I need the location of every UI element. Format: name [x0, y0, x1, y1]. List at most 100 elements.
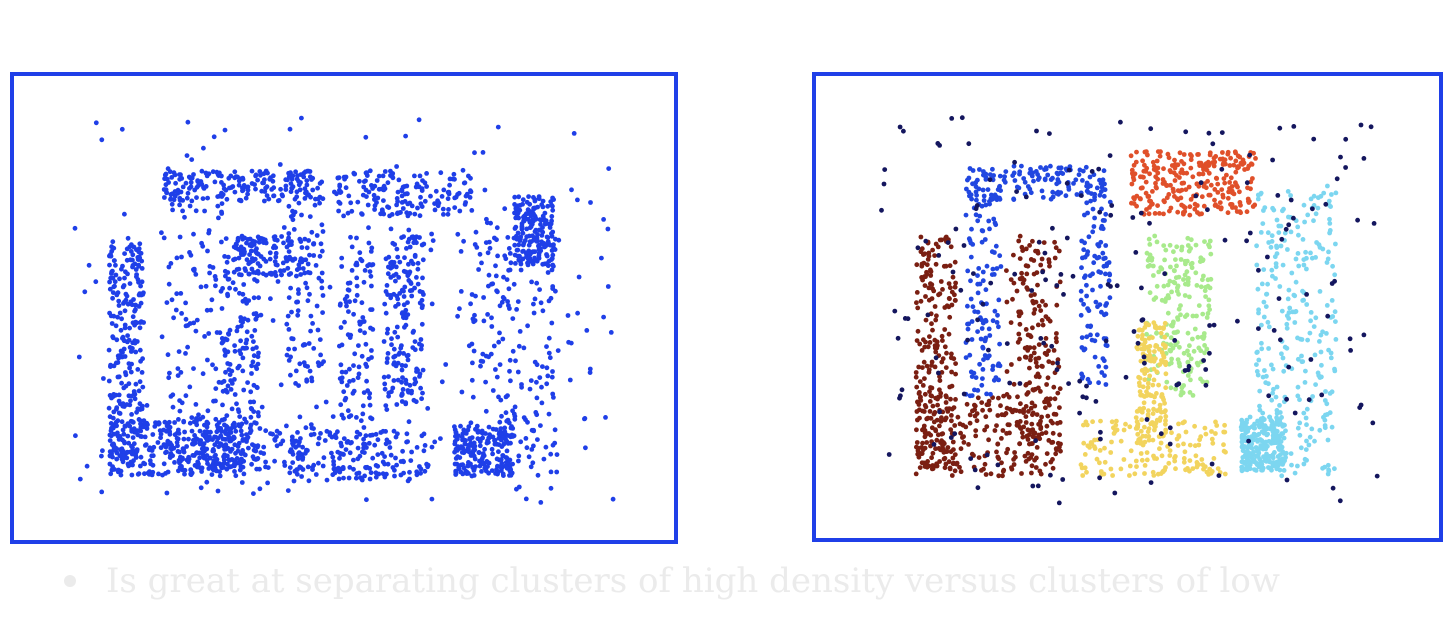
scatter-point — [1017, 441, 1022, 446]
scatter-point — [356, 456, 361, 461]
scatter-point — [291, 217, 296, 222]
scatter-point — [1020, 430, 1025, 435]
scatter-point — [386, 351, 391, 356]
scatter-point — [1029, 422, 1034, 427]
scatter-point — [1323, 413, 1328, 418]
scatter-point — [371, 262, 376, 267]
scatter-point — [1140, 333, 1145, 338]
scatter-point — [531, 302, 536, 307]
scatter-point — [915, 418, 920, 423]
scatter-point — [440, 194, 445, 199]
scatter-point — [232, 469, 237, 474]
scatter-point — [187, 186, 192, 191]
scatter-point — [1040, 257, 1045, 262]
scatter-point — [416, 267, 421, 272]
scatter-point — [243, 453, 248, 458]
scatter-point — [1162, 271, 1167, 276]
scatter-point — [1201, 257, 1206, 262]
scatter-point — [1135, 440, 1140, 445]
scatter-point — [993, 222, 998, 227]
scatter-point — [1270, 426, 1275, 431]
scatter-point — [1149, 258, 1154, 263]
scatter-point — [948, 263, 953, 268]
scatter-point — [481, 295, 486, 300]
scatter-point — [212, 454, 217, 459]
scatter-point — [1037, 436, 1042, 441]
scatter-point — [145, 403, 150, 408]
scatter-point — [1141, 434, 1146, 439]
scatter-point — [1080, 178, 1085, 183]
scatter-point — [480, 429, 485, 434]
scatter-point — [1283, 345, 1288, 350]
scatter-point — [315, 304, 320, 309]
scatter-point — [158, 435, 163, 440]
scatter-point — [390, 241, 395, 246]
scatter-point — [292, 347, 297, 352]
scatter-point — [1221, 442, 1226, 447]
scatter-point — [1348, 348, 1353, 353]
scatter-point — [1286, 297, 1291, 302]
scatter-point — [499, 414, 504, 419]
scatter-point — [107, 348, 112, 353]
scatter-point — [234, 401, 239, 406]
scatter-point — [1140, 158, 1145, 163]
scatter-point — [1051, 466, 1056, 471]
scatter-point — [339, 264, 344, 269]
scatter-point — [1166, 461, 1171, 466]
scatter-point — [382, 184, 387, 189]
scatter-point — [1155, 240, 1160, 245]
scatter-point — [1030, 412, 1035, 417]
scatter-point — [328, 285, 333, 290]
scatter-point — [1176, 197, 1181, 202]
scatter-point — [1044, 430, 1049, 435]
scatter-point — [1096, 364, 1101, 369]
scatter-point — [1104, 301, 1109, 306]
scatter-point — [344, 185, 349, 190]
scatter-point — [1081, 302, 1086, 307]
scatter-point — [294, 274, 299, 279]
scatter-point — [1265, 255, 1270, 260]
scatter-point — [505, 466, 510, 471]
scatter-point — [1030, 174, 1035, 179]
scatter-point — [1012, 382, 1017, 387]
scatter-point — [472, 468, 477, 473]
scatter-point — [1046, 359, 1051, 364]
scatter-point — [512, 243, 517, 248]
scatter-point — [223, 128, 228, 133]
scatter-point — [992, 272, 997, 277]
scatter-point — [1205, 179, 1210, 184]
scatter-point — [1304, 302, 1309, 307]
scatter-point — [139, 455, 144, 460]
scatter-point — [1078, 168, 1083, 173]
scatter-point — [257, 169, 262, 174]
scatter-point — [1019, 471, 1024, 476]
scatter-point — [1103, 272, 1108, 277]
scatter-point — [510, 408, 515, 413]
scatter-point — [338, 402, 343, 407]
scatter-point — [538, 423, 543, 428]
scatter-point — [294, 369, 299, 374]
scatter-point — [1188, 443, 1193, 448]
scatter-point — [1199, 284, 1204, 289]
scatter-point — [1302, 220, 1307, 225]
scatter-point — [1300, 337, 1305, 342]
scatter-point — [976, 310, 981, 315]
scatter-point — [238, 338, 243, 343]
scatter-point — [1333, 242, 1338, 247]
scatter-point — [920, 348, 925, 353]
scatter-point — [429, 232, 434, 237]
scatter-point — [1138, 376, 1143, 381]
scatter-point — [566, 313, 571, 318]
scatter-point — [296, 443, 301, 448]
scatter-point — [1207, 351, 1212, 356]
scatter-point — [1045, 451, 1050, 456]
scatter-point — [542, 457, 547, 462]
scatter-point — [235, 366, 240, 371]
scatter-point — [583, 445, 588, 450]
scatter-point — [1303, 250, 1308, 255]
scatter-point — [1005, 369, 1010, 374]
scatter-point — [1260, 429, 1265, 434]
scatter-point — [336, 466, 341, 471]
scatter-point — [381, 212, 386, 217]
scatter-point — [547, 336, 552, 341]
